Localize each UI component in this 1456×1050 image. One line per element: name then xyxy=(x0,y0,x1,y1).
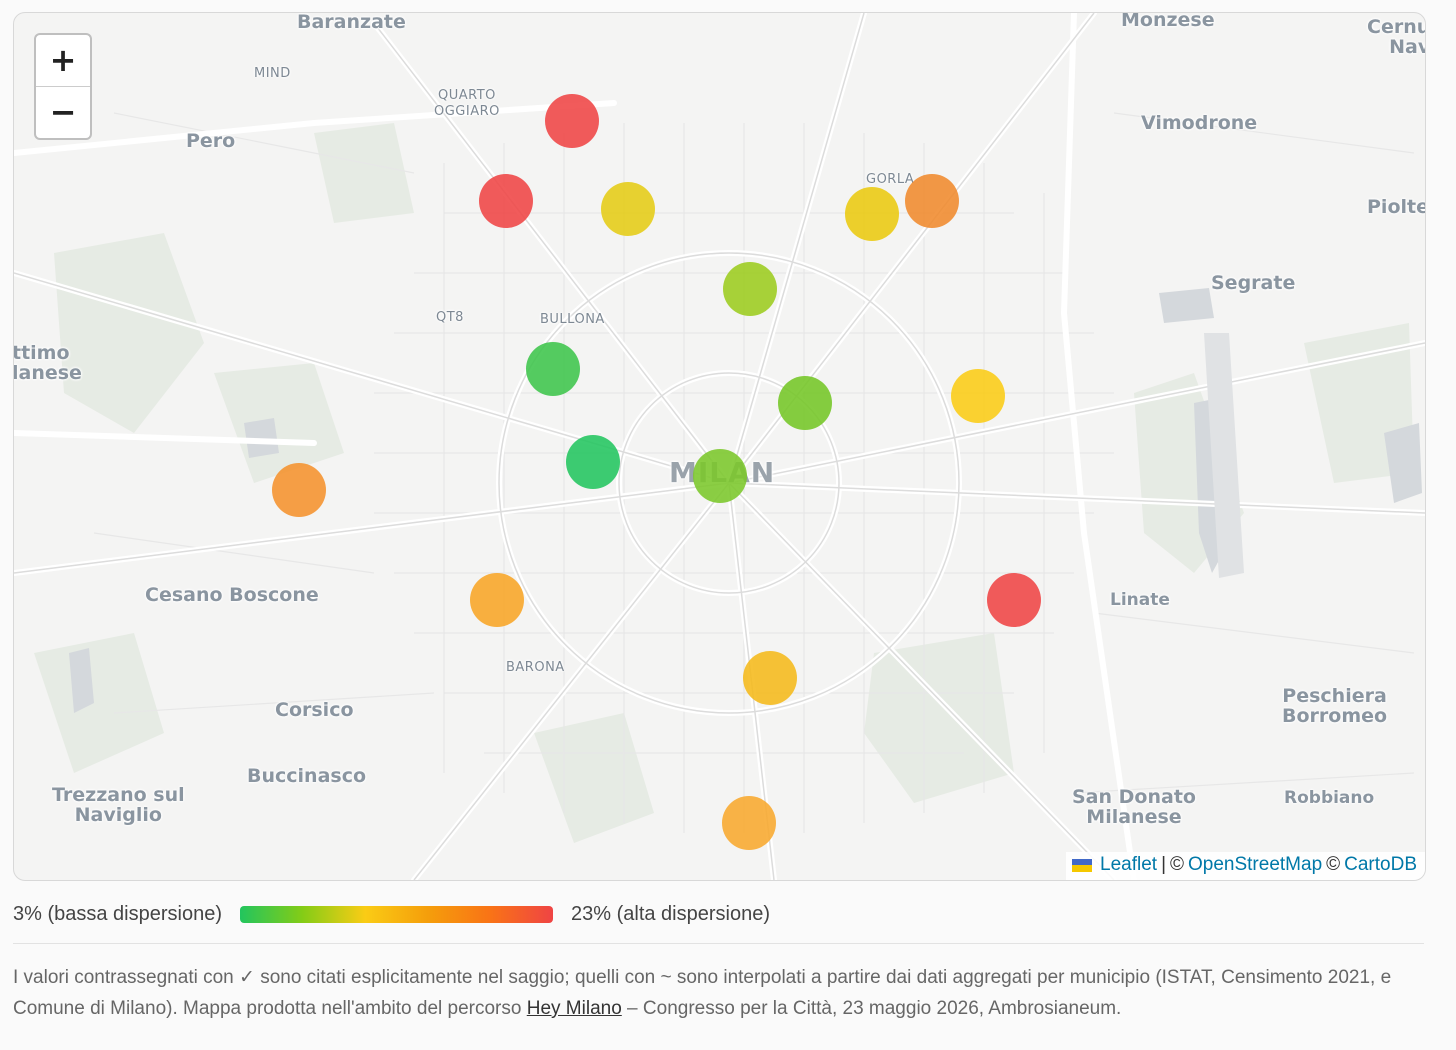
legend-high-label: 23% (alta dispersione) xyxy=(571,902,770,925)
map-marker[interactable] xyxy=(845,187,899,241)
map-marker[interactable] xyxy=(723,262,777,316)
label-bullona: BULLONA xyxy=(540,312,605,327)
label-settimo-milanese: ttimo lanese xyxy=(13,342,82,384)
label-robbiano: Robbiano xyxy=(1284,788,1375,808)
map-marker[interactable] xyxy=(526,342,580,396)
map-marker[interactable] xyxy=(778,376,832,430)
map-marker[interactable] xyxy=(479,174,533,228)
cartodb-link[interactable]: CartoDB xyxy=(1344,854,1417,875)
color-legend: 3% (bassa dispersione) 23% (alta dispers… xyxy=(13,900,770,928)
label-pero: Pero xyxy=(186,130,236,152)
footnote-text-end: – Congresso per la Città, 23 maggio 2026… xyxy=(621,998,1122,1019)
zoom-out-button[interactable]: − xyxy=(36,86,90,138)
map-container[interactable]: Baranzate MIND QUARTO OGGIARO Pero Monze… xyxy=(13,12,1426,881)
ukraine-flag-icon xyxy=(1072,858,1093,872)
label-san-donato: San Donato Milanese xyxy=(1072,786,1196,828)
map-marker[interactable] xyxy=(722,796,776,850)
copyright-symbol: © xyxy=(1170,854,1184,875)
map-marker[interactable] xyxy=(951,369,1005,423)
label-trezzano: Trezzano sul Naviglio xyxy=(52,784,185,826)
footnote: I valori contrassegnati con ✓ sono citat… xyxy=(13,962,1433,1024)
label-peschiera-borromeo: Peschiera Borromeo xyxy=(1282,685,1388,727)
map-marker[interactable] xyxy=(601,182,655,236)
label-linate: Linate xyxy=(1110,590,1170,610)
map-marker[interactable] xyxy=(272,463,326,517)
map-marker[interactable] xyxy=(987,573,1041,627)
legend-low-label: 3% (bassa dispersione) xyxy=(13,902,222,925)
map-marker[interactable] xyxy=(545,94,599,148)
map-marker[interactable] xyxy=(566,435,620,489)
label-gorla: GORLA xyxy=(866,172,915,187)
label-vimodrone: Vimodrone xyxy=(1141,112,1258,134)
openstreetmap-link[interactable]: OpenStreetMap xyxy=(1188,854,1323,875)
label-barona: BARONA xyxy=(506,660,565,675)
copyright-symbol: © xyxy=(1326,854,1341,875)
divider xyxy=(13,943,1424,944)
leaflet-link[interactable]: Leaflet xyxy=(1100,854,1158,875)
label-cesano-boscone: Cesano Boscone xyxy=(145,584,319,606)
zoom-control: + − xyxy=(34,33,92,140)
label-pioltello: Piolte xyxy=(1367,196,1426,218)
map-attribution: Leaflet | © OpenStreetMap © CartoDB xyxy=(1066,852,1425,880)
label-mind: MIND xyxy=(254,66,291,81)
zoom-in-button[interactable]: + xyxy=(49,41,77,79)
attribution-separator: | xyxy=(1161,854,1166,875)
label-cernusco: Cernu Nav xyxy=(1367,16,1426,58)
hey-milano-link[interactable]: Hey Milano xyxy=(526,998,622,1019)
map-marker[interactable] xyxy=(470,573,524,627)
label-baranzate: Baranzate xyxy=(297,12,406,33)
map-marker[interactable] xyxy=(905,174,959,228)
label-corsico: Corsico xyxy=(275,699,354,721)
label-monzese: Monzese xyxy=(1121,12,1215,31)
label-segrate: Segrate xyxy=(1211,272,1296,294)
legend-gradient-bar xyxy=(240,905,553,923)
label-buccinasco: Buccinasco xyxy=(247,765,367,787)
map-marker[interactable] xyxy=(743,651,797,705)
label-qt8: QT8 xyxy=(436,310,464,325)
label-quarto-oggiaro: QUARTO OGGIARO xyxy=(434,88,500,119)
map-base-tiles xyxy=(14,13,1425,880)
footnote-text: I valori contrassegnati con ✓ sono citat… xyxy=(13,967,1392,1019)
map-marker[interactable] xyxy=(693,449,747,503)
